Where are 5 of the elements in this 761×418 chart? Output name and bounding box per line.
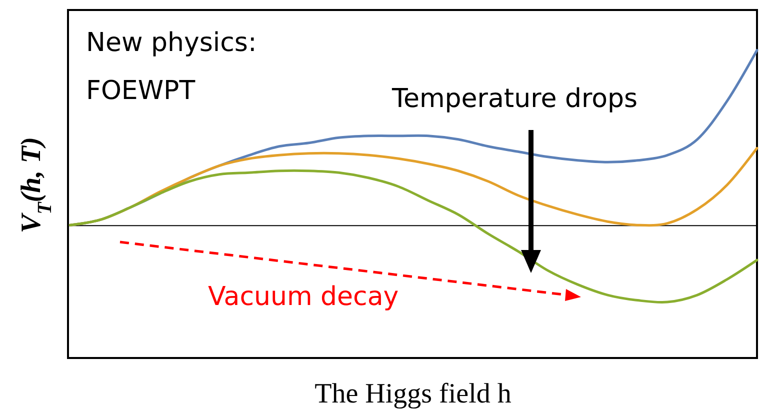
annotation: New physics: bbox=[86, 28, 257, 58]
annotation: Vacuum decay bbox=[208, 282, 399, 312]
x-axis-title: The Higgs field h bbox=[314, 378, 512, 410]
annotation: Temperature drops bbox=[392, 84, 638, 114]
annotation: FOEWPT bbox=[86, 76, 196, 106]
